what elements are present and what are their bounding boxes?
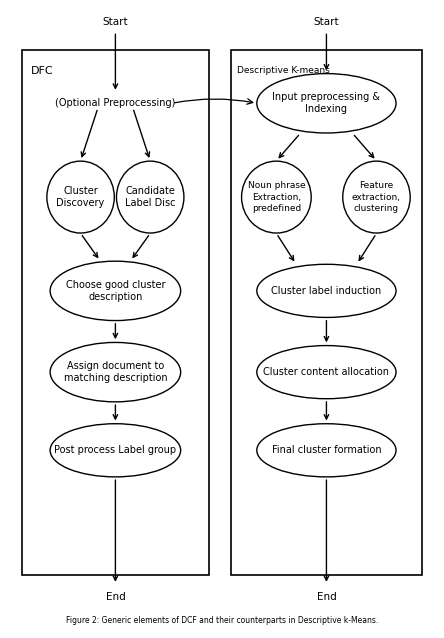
Text: Start: Start	[313, 17, 339, 27]
Ellipse shape	[257, 264, 396, 318]
Text: Choose good cluster
description: Choose good cluster description	[66, 279, 165, 302]
Text: (Optional Preprocessing): (Optional Preprocessing)	[55, 98, 175, 108]
Ellipse shape	[257, 424, 396, 477]
FancyBboxPatch shape	[231, 50, 422, 575]
Text: Cluster content allocation: Cluster content allocation	[263, 367, 389, 377]
Ellipse shape	[242, 161, 311, 233]
Ellipse shape	[50, 424, 181, 477]
FancyBboxPatch shape	[22, 50, 209, 575]
Ellipse shape	[257, 346, 396, 399]
Text: Figure 2: Generic elements of DCF and their counterparts in Descriptive k-Means.: Figure 2: Generic elements of DCF and th…	[66, 616, 378, 625]
Text: Input preprocessing &
Indexing: Input preprocessing & Indexing	[273, 92, 381, 114]
Text: Candidate
Label Disc: Candidate Label Disc	[125, 186, 175, 208]
Text: Assign document to
matching description: Assign document to matching description	[63, 361, 167, 383]
Ellipse shape	[47, 161, 114, 233]
Text: Feature
extraction,
clustering: Feature extraction, clustering	[352, 181, 401, 212]
Text: Post process Label group: Post process Label group	[54, 445, 176, 456]
Text: Cluster label induction: Cluster label induction	[271, 286, 381, 296]
Text: End: End	[317, 592, 336, 602]
Text: Descriptive K-means: Descriptive K-means	[237, 66, 330, 75]
Text: Noun phrase
Extraction,
predefined: Noun phrase Extraction, predefined	[248, 181, 305, 212]
Text: End: End	[106, 592, 125, 602]
Ellipse shape	[116, 161, 184, 233]
Ellipse shape	[50, 343, 181, 402]
Text: Start: Start	[103, 17, 128, 27]
Text: Final cluster formation: Final cluster formation	[272, 445, 381, 456]
Ellipse shape	[343, 161, 410, 233]
Ellipse shape	[50, 261, 181, 320]
Ellipse shape	[257, 73, 396, 133]
Text: DFC: DFC	[31, 66, 53, 76]
Text: Cluster
Discovery: Cluster Discovery	[56, 186, 105, 208]
